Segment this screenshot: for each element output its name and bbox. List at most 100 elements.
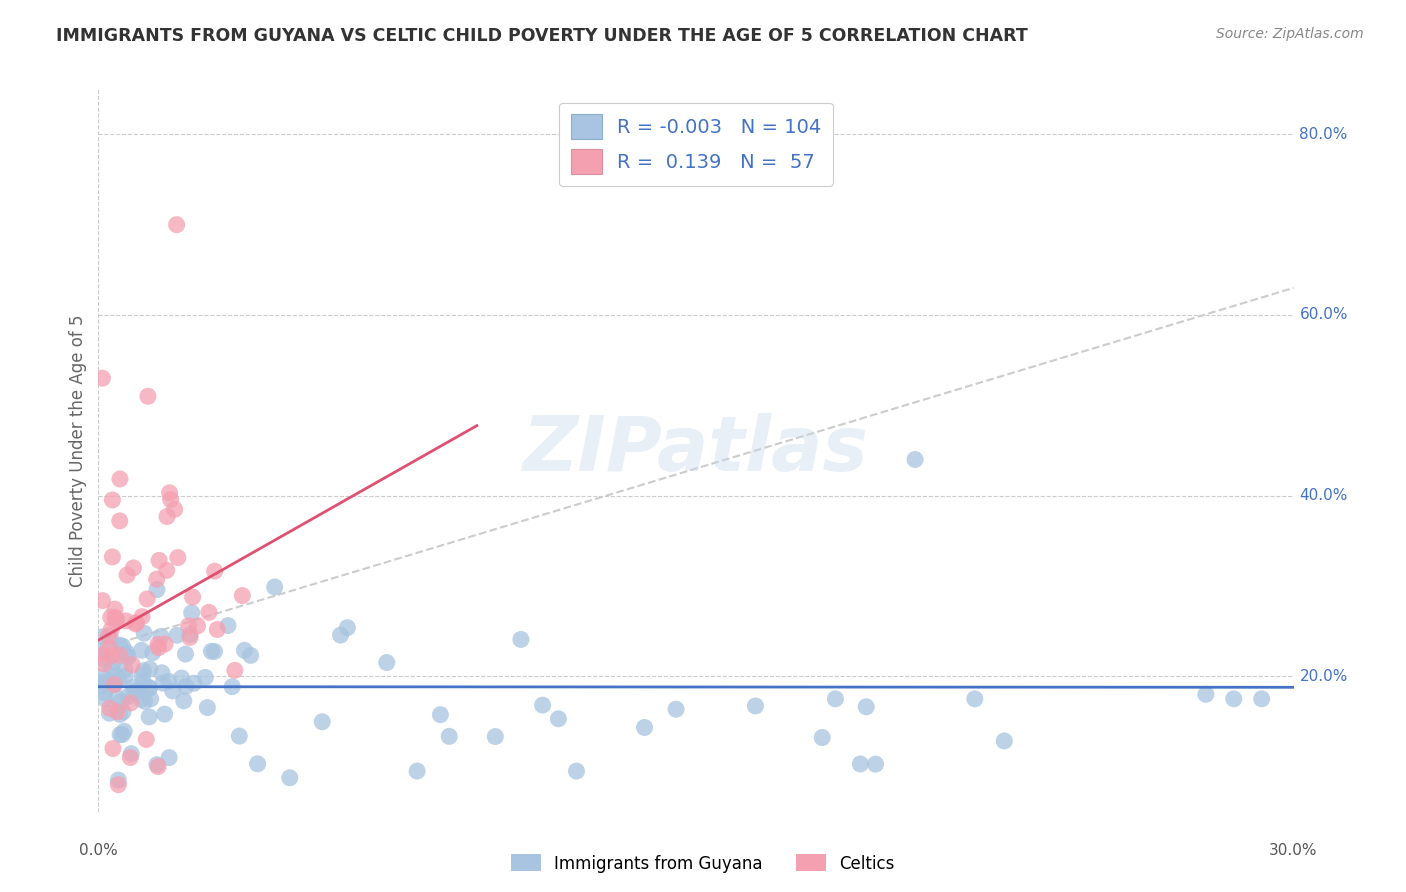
Point <box>633 721 655 735</box>
Point <box>91 648 114 662</box>
Point <box>336 621 359 635</box>
Point <box>101 549 124 564</box>
Point <box>91 630 114 644</box>
Point <box>91 675 114 690</box>
Point <box>849 756 872 771</box>
Point <box>153 637 176 651</box>
Point <box>509 632 531 647</box>
Point <box>93 652 115 666</box>
Point <box>108 648 131 663</box>
Text: ZIPatlas: ZIPatlas <box>523 414 869 487</box>
Point <box>166 550 188 565</box>
Point <box>132 664 155 678</box>
Point <box>152 676 174 690</box>
Point <box>153 707 176 722</box>
Text: IMMIGRANTS FROM GUYANA VS CELTIC CHILD POVERTY UNDER THE AGE OF 5 CORRELATION CH: IMMIGRANTS FROM GUYANA VS CELTIC CHILD P… <box>56 27 1028 45</box>
Point <box>179 631 201 645</box>
Point <box>224 664 246 678</box>
Point <box>439 730 461 744</box>
Point <box>173 694 195 708</box>
Point <box>103 656 125 670</box>
Point <box>104 669 127 683</box>
Point <box>97 673 120 688</box>
Point <box>221 680 243 694</box>
Point <box>239 648 262 663</box>
Point <box>120 747 142 761</box>
Point <box>278 771 301 785</box>
Point <box>406 764 429 778</box>
Legend: Immigrants from Guyana, Celtics: Immigrants from Guyana, Celtics <box>505 847 901 880</box>
Point <box>1223 691 1246 706</box>
Point <box>104 602 127 616</box>
Point <box>136 591 159 606</box>
Point <box>157 674 180 689</box>
Point <box>146 637 169 651</box>
Point <box>101 741 124 756</box>
Text: 60.0%: 60.0% <box>1299 308 1348 323</box>
Point <box>204 564 226 578</box>
Point <box>108 707 131 722</box>
Point <box>166 628 188 642</box>
Point <box>105 705 128 719</box>
Point <box>115 614 138 628</box>
Point <box>246 756 269 771</box>
Point <box>180 606 202 620</box>
Point <box>112 724 135 739</box>
Point <box>97 629 120 643</box>
Point <box>115 648 138 663</box>
Point <box>91 678 114 692</box>
Point <box>93 657 115 671</box>
Point <box>233 643 256 657</box>
Point <box>105 615 128 629</box>
Point <box>111 639 134 653</box>
Point <box>904 452 927 467</box>
Point <box>132 675 155 690</box>
Point <box>121 657 143 672</box>
Point <box>135 732 157 747</box>
Point <box>131 609 153 624</box>
Point <box>375 656 398 670</box>
Point <box>100 623 122 637</box>
Point <box>865 757 887 772</box>
Point <box>744 698 766 713</box>
Point <box>174 679 197 693</box>
Point <box>159 492 181 507</box>
Point <box>105 612 128 626</box>
Point <box>1250 691 1272 706</box>
Point <box>98 701 121 715</box>
Point <box>100 648 122 663</box>
Text: 0.0%: 0.0% <box>79 843 118 858</box>
Point <box>122 561 145 575</box>
Point <box>93 686 115 700</box>
Point <box>108 638 131 652</box>
Point <box>98 640 121 655</box>
Point <box>824 691 846 706</box>
Point <box>100 610 122 624</box>
Point <box>108 727 131 741</box>
Point <box>263 580 285 594</box>
Point <box>170 671 193 685</box>
Point <box>531 698 554 712</box>
Point <box>231 589 253 603</box>
Point <box>100 660 122 674</box>
Point <box>91 643 114 657</box>
Text: 80.0%: 80.0% <box>1299 127 1348 142</box>
Point <box>108 472 131 486</box>
Text: Source: ZipAtlas.com: Source: ZipAtlas.com <box>1216 27 1364 41</box>
Point <box>565 764 588 778</box>
Point <box>179 627 201 641</box>
Point <box>162 684 184 698</box>
Point <box>94 691 117 706</box>
Point <box>174 647 197 661</box>
Point <box>128 683 150 698</box>
Point <box>91 670 114 684</box>
Point <box>186 619 208 633</box>
Point <box>111 705 134 719</box>
Point <box>547 712 569 726</box>
Point <box>156 563 179 577</box>
Point <box>120 696 142 710</box>
Point <box>91 593 114 607</box>
Point <box>108 673 131 687</box>
Point <box>115 568 138 582</box>
Point <box>200 644 222 658</box>
